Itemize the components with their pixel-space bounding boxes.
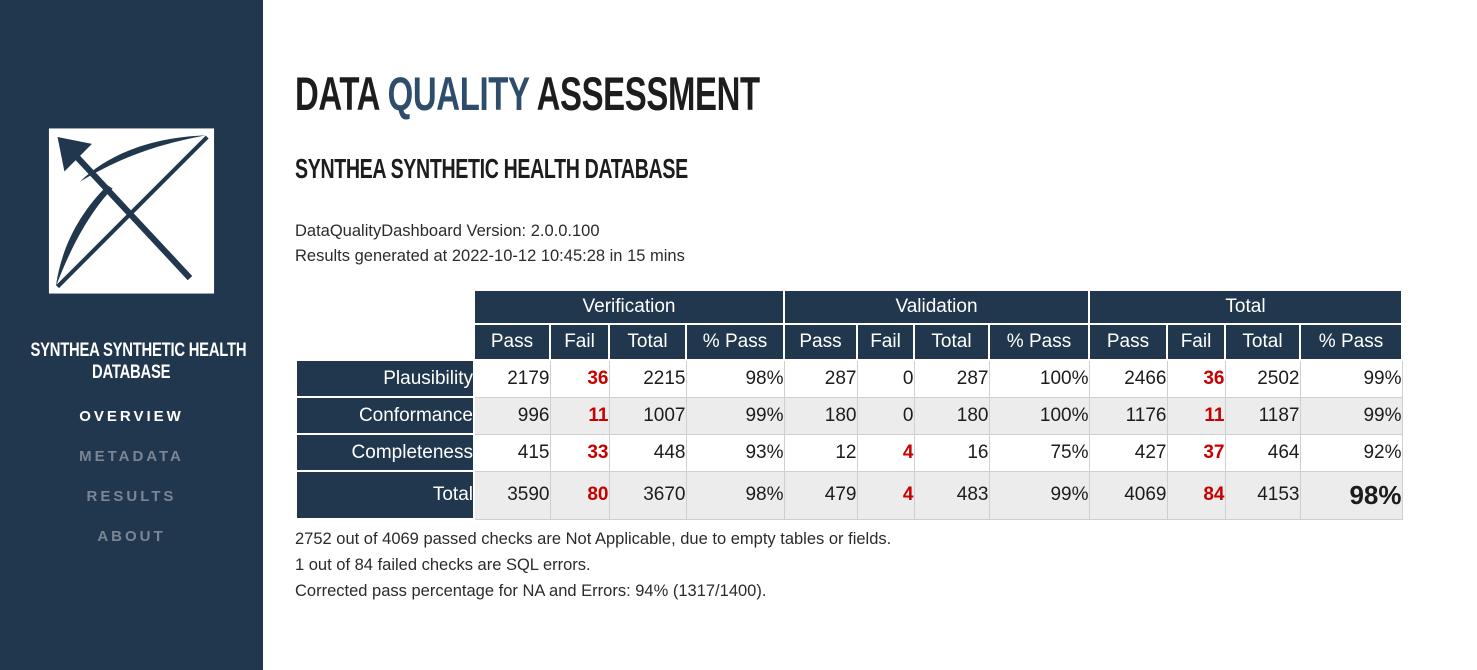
fail-cell: 0 (856, 396, 915, 435)
row-label: Completeness (295, 433, 475, 472)
total-cell: 180 (913, 396, 990, 435)
fail-cell: 84 (1166, 470, 1226, 520)
fail-cell: 36 (549, 359, 610, 398)
fail-cell: 4 (856, 470, 915, 520)
pct-cell: 98% (685, 470, 785, 520)
database-subtitle: SYNTHEA SYNTHETIC HEALTH DATABASE (295, 153, 688, 184)
overall-pct-pass-cell: 98% (1299, 470, 1403, 520)
pass-cell: 3590 (473, 470, 551, 520)
col-header-fail: Fail (1166, 323, 1226, 361)
fail-cell: 36 (1166, 359, 1226, 398)
column-group-validation: Validation (783, 289, 1090, 325)
version-text: DataQualityDashboard Version: 2.0.0.100 (295, 222, 600, 240)
pct-cell: 100% (988, 396, 1090, 435)
fail-cell: 11 (549, 396, 610, 435)
pass-cell: 287 (783, 359, 858, 398)
col-header-total: Total (608, 323, 687, 361)
table-footnotes: 2752 out of 4069 passed checks are Not A… (295, 526, 1403, 604)
total-cell: 287 (913, 359, 990, 398)
pass-cell: 180 (783, 396, 858, 435)
fail-cell: 37 (1166, 433, 1226, 472)
row-label: Plausibility (295, 359, 475, 398)
col-header-pass: Pass (1088, 323, 1168, 361)
pct-cell: 99% (685, 396, 785, 435)
pct-cell: 75% (988, 433, 1090, 472)
pct-cell: 100% (988, 359, 1090, 398)
pass-cell: 996 (473, 396, 551, 435)
page-title-suffix: ASSESSMENT (529, 67, 761, 120)
sidebar-item-about[interactable]: ABOUT (97, 528, 166, 545)
main-content: DATA QUALITY ASSESSMENT SYNTHEA SYNTHETI… (263, 0, 1403, 670)
pass-cell: 2179 (473, 359, 551, 398)
bow-arrow-logo-icon (45, 125, 218, 297)
total-cell: 1187 (1224, 396, 1301, 435)
total-cell: 3670 (608, 470, 687, 520)
pass-cell: 4069 (1088, 470, 1168, 520)
col-header-total: Total (913, 323, 990, 361)
total-cell: 16 (913, 433, 990, 472)
note-corrected-pct: Corrected pass percentage for NA and Err… (295, 582, 767, 600)
fail-cell: 0 (856, 359, 915, 398)
table-row: Conformance 996 11 1007 99% 180 0 180 10… (295, 396, 1403, 435)
total-cell: 2502 (1224, 359, 1301, 398)
fail-cell: 4 (856, 433, 915, 472)
pct-cell: 98% (685, 359, 785, 398)
app-logo (45, 125, 218, 297)
sub-header-row: Pass Fail Total % Pass Pass Fail Total %… (296, 323, 1403, 361)
table-corner-spacer (296, 290, 474, 360)
results-summary-table: Verification Validation Total Pass Fail … (295, 289, 1403, 520)
fail-cell: 33 (549, 433, 610, 472)
table-total-row: Total 3590 80 3670 98% 479 4 483 99% 406… (295, 470, 1403, 520)
column-group-total: Total (1088, 289, 1403, 325)
row-label: Total (295, 470, 475, 520)
pct-cell: 92% (1299, 433, 1403, 472)
col-header-fail: Fail (856, 323, 915, 361)
note-sql-errors: 1 out of 84 failed checks are SQL errors… (295, 556, 591, 574)
total-cell: 4153 (1224, 470, 1301, 520)
meta-info: DataQualityDashboard Version: 2.0.0.100 … (295, 219, 1403, 269)
col-header-fail: Fail (549, 323, 610, 361)
sidebar-nav: OVERVIEW METADATA RESULTS ABOUT (0, 408, 263, 546)
col-header-pass: Pass (473, 323, 551, 361)
total-cell: 1007 (608, 396, 687, 435)
total-cell: 448 (608, 433, 687, 472)
sidebar-item-results[interactable]: RESULTS (86, 488, 177, 505)
page-title: DATA QUALITY ASSESSMENT (295, 70, 1403, 117)
sidebar-item-overview[interactable]: OVERVIEW (79, 408, 184, 425)
fail-cell: 80 (549, 470, 610, 520)
sidebar-title-line2: DATABASE (92, 362, 171, 383)
sidebar-database-title: SYNTHEA SYNTHETIC HEALTH DATABASE (0, 340, 263, 384)
pass-cell: 2466 (1088, 359, 1168, 398)
column-group-verification: Verification (473, 289, 785, 325)
col-header-pct-pass: % Pass (685, 323, 785, 361)
fail-cell: 11 (1166, 396, 1226, 435)
sidebar-item-metadata[interactable]: METADATA (79, 448, 184, 465)
pass-cell: 415 (473, 433, 551, 472)
total-cell: 483 (913, 470, 990, 520)
pass-cell: 1176 (1088, 396, 1168, 435)
col-header-pass: Pass (783, 323, 858, 361)
pass-cell: 12 (783, 433, 858, 472)
col-header-pct-pass: % Pass (1299, 323, 1403, 361)
total-cell: 2215 (608, 359, 687, 398)
table-row: Completeness 415 33 448 93% 12 4 16 75% … (295, 433, 1403, 472)
page-title-accent: QUALITY (387, 67, 530, 120)
group-header-row: Verification Validation Total (296, 289, 1403, 360)
generated-text: Results generated at 2022-10-12 10:45:28… (295, 247, 685, 265)
table-row: Plausibility 2179 36 2215 98% 287 0 287 … (295, 359, 1403, 398)
pct-cell: 99% (988, 470, 1090, 520)
pct-cell: 99% (1299, 396, 1403, 435)
col-header-pct-pass: % Pass (988, 323, 1090, 361)
note-not-applicable: 2752 out of 4069 passed checks are Not A… (295, 530, 892, 548)
sidebar: SYNTHEA SYNTHETIC HEALTH DATABASE OVERVI… (0, 0, 263, 670)
pass-cell: 427 (1088, 433, 1168, 472)
col-header-total: Total (1224, 323, 1301, 361)
pct-cell: 99% (1299, 359, 1403, 398)
pass-cell: 479 (783, 470, 858, 520)
pct-cell: 93% (685, 433, 785, 472)
total-cell: 464 (1224, 433, 1301, 472)
row-label: Conformance (295, 396, 475, 435)
page-title-prefix: DATA (295, 67, 388, 120)
sidebar-title-line1: SYNTHEA SYNTHETIC HEALTH (30, 340, 247, 361)
